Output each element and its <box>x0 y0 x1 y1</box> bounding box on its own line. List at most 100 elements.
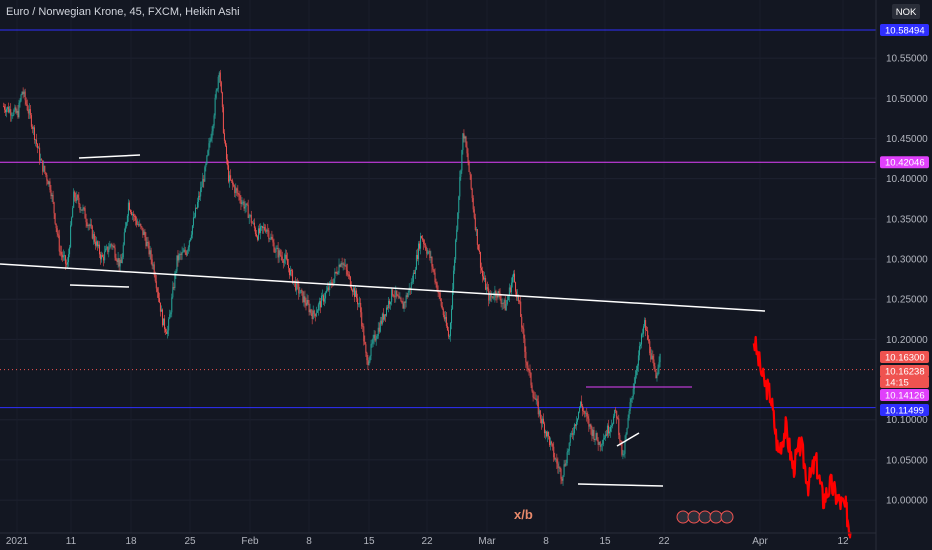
candle-body <box>99 244 101 255</box>
candle-body <box>24 91 26 101</box>
candle-body <box>132 214 134 215</box>
candle-body <box>511 276 513 283</box>
candle-body <box>229 175 231 182</box>
candle-body <box>656 375 658 379</box>
candle-body <box>74 191 76 198</box>
candle-body <box>303 296 305 303</box>
candle-body <box>383 314 385 320</box>
candle-body <box>267 229 269 231</box>
candle-body <box>295 281 297 291</box>
candle-body <box>201 187 203 188</box>
x-tick-label: 25 <box>184 536 196 547</box>
price-badge <box>880 404 929 416</box>
candle-body <box>266 229 268 232</box>
candle-body <box>173 287 175 288</box>
candle-body <box>14 107 16 111</box>
x-tick-label: 22 <box>658 536 670 547</box>
candle-body <box>95 241 97 246</box>
candle-body <box>231 179 233 181</box>
event-icon[interactable] <box>709 510 723 524</box>
candle-body <box>629 402 631 411</box>
candle-body <box>373 334 375 339</box>
candle-body <box>615 409 617 411</box>
candle-body <box>152 264 154 266</box>
event-icon[interactable] <box>720 510 734 524</box>
candle-body <box>19 100 21 103</box>
candle-body <box>642 333 644 335</box>
event-icon[interactable] <box>676 510 690 524</box>
candle-body <box>77 195 79 198</box>
candle-body <box>649 341 651 354</box>
candle-body <box>228 165 230 182</box>
candle-body <box>616 410 618 419</box>
candle-body <box>236 188 238 191</box>
candle-body <box>65 263 67 265</box>
candle-body <box>533 397 535 399</box>
candle-body <box>23 91 25 95</box>
candle-body <box>456 229 458 240</box>
candle-body <box>90 224 92 227</box>
y-tick-label: 10.05000 <box>886 455 928 466</box>
candle-body <box>324 298 326 302</box>
candle-body <box>496 295 498 298</box>
candle-body <box>478 250 480 252</box>
candles-layer <box>3 69 661 486</box>
candle-body <box>319 301 321 308</box>
candle-body <box>275 248 277 253</box>
candle-body <box>636 365 638 371</box>
currency-badge[interactable] <box>892 4 920 19</box>
candle-body <box>301 290 303 291</box>
price-badge-label: 10.16300 <box>885 353 925 364</box>
candle-body <box>263 227 265 229</box>
candle-body <box>70 225 72 248</box>
event-icon[interactable] <box>698 510 712 524</box>
candle-body <box>94 241 96 246</box>
candle-body <box>10 109 12 116</box>
candle-body <box>633 383 635 389</box>
candle-body <box>124 226 126 233</box>
candle-body <box>154 275 156 282</box>
candle-body <box>348 274 350 277</box>
candle-body <box>251 222 253 224</box>
candle-body <box>607 425 609 434</box>
candle-body <box>490 294 492 298</box>
candle-body <box>434 272 436 283</box>
candle-body <box>341 263 343 265</box>
candle-body <box>501 303 503 304</box>
candle-body <box>507 296 509 301</box>
candle-body <box>155 281 157 289</box>
candle-body <box>182 251 184 253</box>
candle-body <box>89 224 91 227</box>
candle-body <box>40 159 42 161</box>
candle-body <box>500 298 502 304</box>
candle-body <box>96 241 98 247</box>
candle-body <box>63 255 65 257</box>
candle-body <box>276 247 278 249</box>
y-tick-label: 10.35000 <box>886 214 928 225</box>
candle-body <box>377 327 379 337</box>
candle-body <box>206 155 208 164</box>
indicator-icons[interactable] <box>676 510 734 524</box>
candle-body <box>27 110 29 114</box>
candle-body <box>504 299 506 311</box>
candle-body <box>189 238 191 241</box>
candle-body <box>567 450 569 453</box>
candle-body <box>578 411 580 419</box>
candle-body <box>515 282 517 292</box>
candle-body <box>446 325 448 331</box>
candle-body <box>107 246 109 253</box>
candle-body <box>432 266 434 270</box>
candle-body <box>232 180 234 185</box>
candle-body <box>221 92 223 108</box>
candle-body <box>103 256 105 261</box>
event-icon[interactable] <box>687 510 701 524</box>
candle-body <box>314 313 316 317</box>
candle-body <box>220 82 222 93</box>
candle-body <box>459 176 461 197</box>
candle-body <box>41 159 43 161</box>
candle-body <box>593 430 595 441</box>
candle-body <box>335 271 337 273</box>
candle-body <box>278 250 280 258</box>
candle-body <box>349 276 351 287</box>
